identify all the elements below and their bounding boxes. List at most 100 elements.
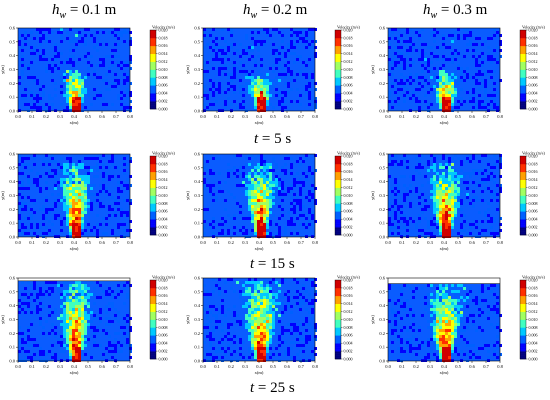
x-tick-label: 0.5: [85, 240, 91, 245]
colorbar-tick-label: 0.002: [344, 349, 353, 354]
velocity-field-cells: [388, 28, 502, 112]
velocity-panel-hw0.2-t25: 0.0 0.1 0.2 0.3 0.4 0.5 0.6 0.7 0.8 0.0 0.1 0.2 0.3 0…: [185, 275, 360, 376]
x-tick-label: 0.6: [469, 364, 475, 369]
x-tick-label: 0.3: [427, 114, 433, 119]
colorbar-tick-label: 0.014: [529, 177, 538, 182]
colorbar-tick-label: 0.014: [344, 301, 353, 306]
colorbar-tick-label: 0.016: [344, 169, 353, 174]
colorbar-title: Velocity (m/s): [337, 275, 360, 280]
colorbar-tick-label: 0.020: [159, 27, 168, 32]
colorbar-tick-label: 0.010: [344, 67, 353, 72]
x-tick-label: 0.6: [99, 240, 105, 245]
x-axis-label: x(m): [70, 120, 79, 125]
colorbar-tick-label: 0.004: [344, 91, 353, 96]
colorbar-tick-label: 0.020: [159, 277, 168, 282]
colorbar-tick-label: 0.008: [344, 201, 353, 206]
colorbar-tick-label: 0.000: [159, 232, 168, 237]
velocity-field-cells: [18, 154, 132, 238]
x-tick-label: 0.5: [455, 364, 461, 369]
x-tick-label: 0.8: [312, 114, 318, 119]
x-tick-label: 0.7: [298, 364, 304, 369]
y-tick-label: 0.1: [194, 221, 200, 226]
x-tick-label: 0.2: [228, 114, 234, 119]
x-tick-label: 0.6: [469, 240, 475, 245]
x-tick-label: 0.2: [413, 240, 419, 245]
colorbar-tick-label: 0.010: [344, 317, 353, 322]
y-tick-label: 0.2: [194, 81, 200, 86]
colorbar-tick-label: 0.020: [529, 27, 538, 32]
x-tick-label: 0.1: [29, 114, 35, 119]
x-tick-label: 0.2: [43, 114, 49, 119]
y-tick-label: 0.5: [9, 39, 15, 44]
y-tick-label: 0.0: [194, 109, 200, 114]
colorbar-tick-label: 0.000: [529, 232, 538, 237]
x-tick-label: 0.8: [127, 114, 133, 119]
colorbar-tick-label: 0.006: [344, 83, 353, 88]
velocity-field-cells: [203, 28, 317, 112]
y-axis-label: y(m): [185, 191, 190, 200]
x-tick-label: 0.7: [298, 114, 304, 119]
row-label-t-25: t = 25 s: [250, 380, 295, 396]
colorbar-tick-label: 0.000: [344, 356, 353, 361]
x-axis-label: x(m): [70, 246, 79, 251]
x-tick-label: 0.8: [497, 114, 503, 119]
x-tick-label: 0.6: [99, 114, 105, 119]
x-tick-label: 0.1: [399, 240, 405, 245]
velocity-panel-hw0.2-t5: 0.0 0.1 0.2 0.3 0.4 0.5 0.6 0.7 0.8 0.0 0.1 0.2 0.3 0…: [185, 25, 360, 126]
y-tick-label: 0.3: [194, 193, 200, 198]
y-tick-label: 0.5: [9, 289, 15, 294]
x-tick-label: 0.2: [43, 364, 49, 369]
colorbar-tick-label: 0.004: [159, 91, 168, 96]
y-tick-label: 0.6: [379, 26, 385, 31]
colorbar-tick-label: 0.014: [529, 51, 538, 56]
colorbar-tick-label: 0.004: [159, 341, 168, 346]
y-tick-label: 0.3: [194, 317, 200, 322]
velocity-panel-hw0.1-t5: 0.0 0.1 0.2 0.3 0.4 0.5 0.6 0.7 0.8 0.0 0.1 0.2 0.3 0…: [0, 25, 175, 126]
colorbar-tick-label: 0.002: [159, 225, 168, 230]
x-tick-label: 0.5: [85, 364, 91, 369]
colorbar-tick-label: 0.020: [529, 153, 538, 158]
y-tick-label: 0.4: [194, 53, 200, 58]
colorbar-tick-label: 0.000: [159, 106, 168, 111]
x-tick-label: 0.6: [469, 114, 475, 119]
x-tick-label: 0.3: [242, 364, 248, 369]
colorbar-tick-label: 0.006: [529, 209, 538, 214]
colorbar-tick-label: 0.016: [159, 293, 168, 298]
velocity-panel-hw0.3-t25: 0.0 0.1 0.2 0.3 0.4 0.5 0.6 0.7 0.8 0.0 0.1 0.2 0.3 0…: [370, 275, 545, 376]
colorbar-tick-label: 0.008: [159, 75, 168, 80]
colorbar-tick-label: 0.006: [159, 209, 168, 214]
x-tick-label: 0.4: [441, 114, 447, 119]
y-tick-label: 0.6: [9, 26, 15, 31]
y-tick-label: 0.6: [379, 152, 385, 157]
x-axis-label: x(m): [255, 370, 264, 375]
y-tick-label: 0.5: [194, 289, 200, 294]
colorbar-tick-label: 0.012: [344, 185, 353, 190]
x-tick-label: 0.3: [57, 114, 63, 119]
y-axis-label: y(m): [370, 191, 375, 200]
colorbar: [150, 280, 156, 360]
x-axis-label: x(m): [440, 120, 449, 125]
x-tick-label: 0.6: [284, 114, 290, 119]
velocity-field-cells: [203, 154, 317, 238]
colorbar: [520, 30, 526, 110]
colorbar-tick-label: 0.010: [159, 193, 168, 198]
x-tick-label: 0.3: [57, 240, 63, 245]
x-tick-label: 0.3: [427, 240, 433, 245]
y-tick-label: 0.1: [9, 221, 15, 226]
colorbar-tick-label: 0.002: [344, 225, 353, 230]
y-axis-label: y(m): [0, 315, 5, 324]
y-tick-label: 0.2: [9, 81, 15, 86]
colorbar-tick-label: 0.012: [344, 309, 353, 314]
x-tick-label: 0.1: [214, 240, 220, 245]
y-tick-label: 0.4: [194, 179, 200, 184]
colorbar-tick-label: 0.004: [529, 341, 538, 346]
colorbar-tick-label: 0.008: [529, 201, 538, 206]
y-axis-label: y(m): [370, 65, 375, 74]
y-tick-label: 0.6: [194, 152, 200, 157]
x-tick-label: 0.8: [497, 364, 503, 369]
x-tick-label: 0.5: [270, 114, 276, 119]
y-axis-label: y(m): [370, 315, 375, 324]
y-tick-label: 0.4: [379, 53, 385, 58]
x-tick-label: 0.0: [385, 240, 391, 245]
y-tick-label: 0.1: [194, 345, 200, 350]
